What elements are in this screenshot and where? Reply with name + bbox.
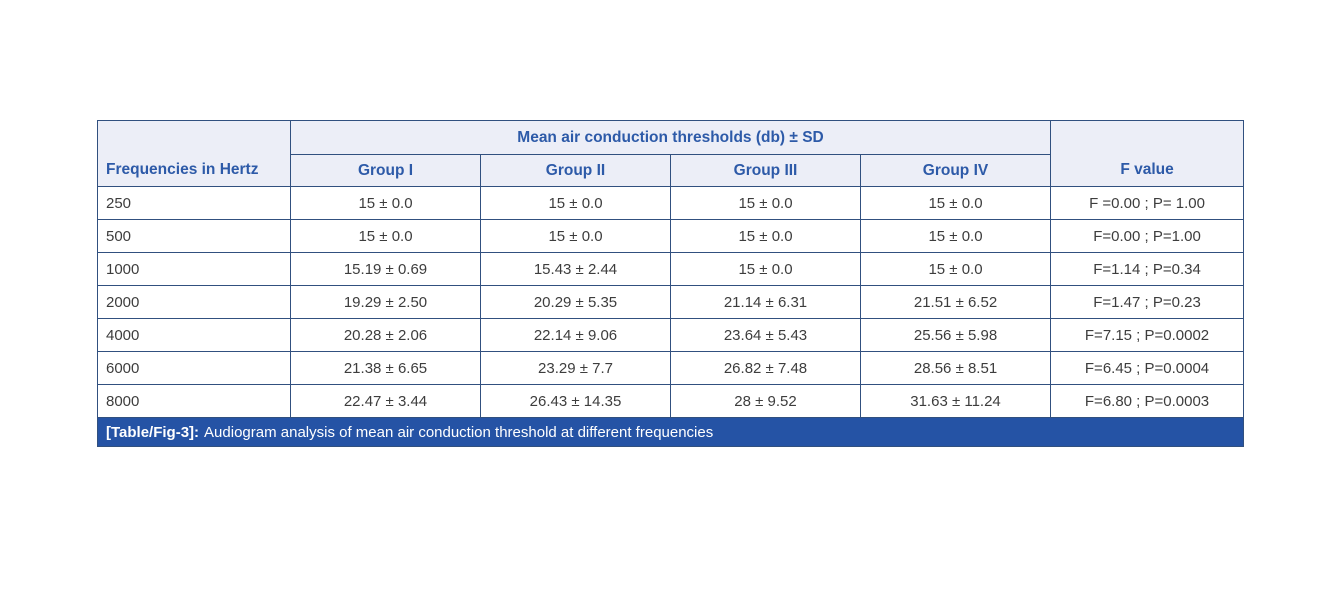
table-body: 250 15 ± 0.0 15 ± 0.0 15 ± 0.0 15 ± 0.0 … [97,186,1245,418]
header-frequencies: Frequencies in Hertz [97,120,291,187]
cell-group1: 15 ± 0.0 [290,186,481,220]
cell-group4: 28.56 ± 8.51 [859,351,1052,385]
cell-group3: 23.64 ± 5.43 [670,318,861,352]
header-mean-air-conduction: Mean air conduction thresholds (db) ± SD [289,120,1052,155]
cell-group1: 15.19 ± 0.69 [290,252,481,286]
cell-f-value: F=0.00 ; P=1.00 [1050,219,1245,253]
cell-frequency: 2000 [97,285,291,319]
cell-frequency: 6000 [97,351,291,385]
cell-group2: 15 ± 0.0 [480,219,671,253]
cell-group1: 21.38 ± 6.65 [290,351,481,385]
cell-group2: 15.43 ± 2.44 [480,252,671,286]
cell-group3: 26.82 ± 7.48 [670,351,861,385]
cell-group3: 15 ± 0.0 [670,186,861,220]
header-group-4: Group IV [859,154,1052,187]
header-group-2: Group II [480,154,671,187]
table-fig-3-container: Frequencies in Hertz Mean air conduction… [96,120,1245,447]
caption-label: [Table/Fig-3]: [106,423,200,441]
cell-f-value: F=1.47 ; P=0.23 [1050,285,1245,319]
table-header: Frequencies in Hertz Mean air conduction… [97,120,1245,187]
cell-group2: 15 ± 0.0 [480,186,671,220]
header-row-span: Frequencies in Hertz Mean air conduction… [97,120,1245,187]
cell-group2: 23.29 ± 7.7 [480,351,671,385]
header-group-3: Group III [670,154,861,187]
caption-text: Audiogram analysis of mean air conductio… [204,423,714,441]
cell-group3: 28 ± 9.52 [670,384,861,418]
cell-frequency: 500 [97,219,291,253]
cell-group4: 15 ± 0.0 [859,219,1052,253]
cell-frequency: 250 [97,186,291,220]
cell-group1: 22.47 ± 3.44 [290,384,481,418]
table-row: 2000 19.29 ± 2.50 20.29 ± 5.35 21.14 ± 6… [97,285,1245,319]
table-row: 500 15 ± 0.0 15 ± 0.0 15 ± 0.0 15 ± 0.0 … [97,219,1245,253]
cell-group3: 21.14 ± 6.31 [670,285,861,319]
cell-frequency: 8000 [97,384,291,418]
table-row: 4000 20.28 ± 2.06 22.14 ± 9.06 23.64 ± 5… [97,318,1245,352]
cell-group4: 15 ± 0.0 [859,252,1052,286]
cell-frequency: 4000 [97,318,291,352]
cell-group2: 22.14 ± 9.06 [480,318,671,352]
cell-f-value: F=6.45 ; P=0.0004 [1050,351,1245,385]
cell-group2: 26.43 ± 14.35 [480,384,671,418]
cell-f-value: F=6.80 ; P=0.0003 [1050,384,1245,418]
cell-group4: 15 ± 0.0 [859,186,1052,220]
audiogram-table: Frequencies in Hertz Mean air conduction… [96,120,1245,447]
cell-group4: 21.51 ± 6.52 [859,285,1052,319]
cell-f-value: F =0.00 ; P= 1.00 [1050,186,1245,220]
cell-group4: 31.63 ± 11.24 [859,384,1052,418]
table-footer: [Table/Fig-3]: Audiogram analysis of mean… [96,417,1245,447]
cell-group1: 15 ± 0.0 [290,219,481,253]
header-f-value: F value [1050,120,1245,187]
table-row: 6000 21.38 ± 6.65 23.29 ± 7.7 26.82 ± 7.… [97,351,1245,385]
caption-row: [Table/Fig-3]: Audiogram analysis of mean… [96,417,1245,447]
cell-f-value: F=7.15 ; P=0.0002 [1050,318,1245,352]
cell-group2: 20.29 ± 5.35 [480,285,671,319]
cell-frequency: 1000 [97,252,291,286]
cell-group1: 20.28 ± 2.06 [290,318,481,352]
cell-f-value: F=1.14 ; P=0.34 [1050,252,1245,286]
cell-group1: 19.29 ± 2.50 [290,285,481,319]
table-row: 8000 22.47 ± 3.44 26.43 ± 14.35 28 ± 9.5… [97,384,1245,418]
table-caption: [Table/Fig-3]: Audiogram analysis of mean… [96,417,1245,447]
header-group-1: Group I [290,154,481,187]
cell-group3: 15 ± 0.0 [670,252,861,286]
table-row: 250 15 ± 0.0 15 ± 0.0 15 ± 0.0 15 ± 0.0 … [97,186,1245,220]
cell-group4: 25.56 ± 5.98 [859,318,1052,352]
header-row-groups: Group I Group II Group III Group IV [98,154,1244,187]
table-row: 1000 15.19 ± 0.69 15.43 ± 2.44 15 ± 0.0 … [97,252,1245,286]
cell-group3: 15 ± 0.0 [670,219,861,253]
